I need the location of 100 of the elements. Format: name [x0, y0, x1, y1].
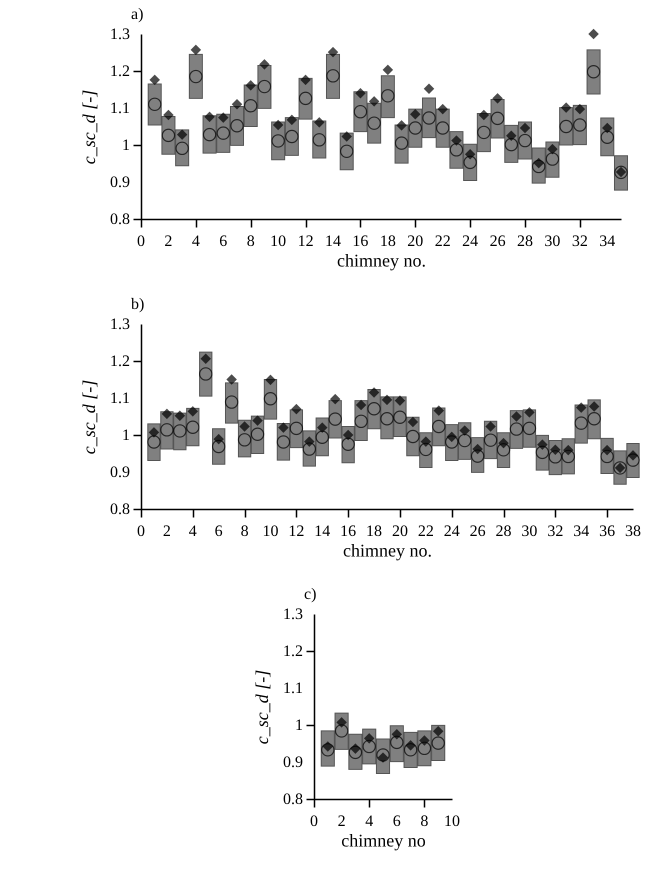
y-tick-label: 0.9 — [283, 754, 303, 771]
point — [149, 74, 160, 86]
y-tick-label: 0.8 — [110, 501, 130, 518]
point — [355, 88, 366, 98]
point — [464, 149, 476, 160]
point — [224, 395, 238, 409]
x-tick-label: 0 — [137, 233, 145, 250]
point — [434, 405, 444, 416]
point — [445, 435, 458, 449]
point — [328, 412, 342, 426]
point — [600, 450, 614, 464]
x-tick-label: 0 — [310, 813, 318, 830]
point — [278, 422, 289, 433]
point — [213, 434, 224, 444]
x-tick-label: 28 — [496, 523, 512, 540]
x-tick-label: 30 — [521, 523, 538, 540]
x-tick-label: 12 — [288, 523, 304, 540]
point — [392, 729, 402, 740]
point — [252, 415, 263, 426]
y-axis-title: c_sc_d [-] — [252, 670, 272, 744]
x-axis-title: chimney no. — [343, 540, 432, 560]
point — [330, 394, 340, 404]
point — [587, 412, 601, 426]
bar — [586, 49, 601, 94]
x-tick-label: 10 — [270, 233, 286, 250]
x-tick-label: 16 — [340, 523, 356, 540]
x-tick-label: 6 — [392, 813, 401, 830]
y-tick-label: 1.2 — [283, 643, 303, 660]
x-tick-label: 0 — [137, 523, 145, 540]
x-tick-label: 2 — [338, 813, 346, 830]
point — [232, 99, 242, 110]
point — [218, 112, 229, 123]
point — [410, 109, 421, 120]
point — [574, 416, 588, 430]
point — [511, 411, 522, 422]
x-tick-label: 24 — [462, 233, 478, 250]
point — [548, 450, 562, 464]
point — [160, 423, 174, 437]
point — [520, 122, 530, 134]
x-tick-label: 4 — [192, 233, 200, 250]
point — [382, 64, 394, 76]
point — [563, 444, 574, 456]
point — [148, 427, 160, 438]
point — [291, 404, 302, 414]
point — [562, 450, 575, 464]
x-tick-label: 14 — [314, 523, 330, 540]
point — [485, 421, 496, 432]
point — [626, 453, 640, 467]
y-tick-label: 1.3 — [110, 26, 130, 43]
x-tick-label: 8 — [246, 233, 255, 250]
point — [176, 129, 188, 140]
point — [368, 387, 380, 398]
point — [200, 354, 211, 364]
y-tick-label: 1.2 — [110, 63, 130, 80]
point — [432, 726, 444, 737]
y-axis-title: c_sc_d [-] — [78, 90, 99, 164]
point — [506, 130, 517, 141]
chart-title: c) — [304, 586, 316, 603]
point — [550, 444, 561, 456]
point — [432, 420, 446, 434]
point — [406, 430, 420, 444]
point — [302, 442, 316, 456]
x-tick-label: 28 — [517, 233, 533, 250]
x-tick-label: 30 — [544, 233, 560, 250]
point — [458, 434, 472, 448]
bar — [188, 54, 203, 99]
point — [199, 367, 212, 381]
point — [424, 84, 434, 94]
x-tick-label: 18 — [380, 233, 396, 250]
point — [342, 430, 354, 440]
point — [498, 438, 509, 448]
point — [212, 440, 226, 454]
x-tick-label: 12 — [298, 233, 314, 250]
x-tick-label: 34 — [599, 233, 616, 250]
point — [173, 424, 187, 438]
point — [547, 144, 558, 154]
y-tick-label: 1 — [295, 717, 303, 734]
point — [341, 131, 352, 142]
y-tick-label: 0.8 — [110, 211, 130, 228]
y-tick-label: 1.1 — [283, 680, 303, 697]
point — [420, 436, 432, 447]
point — [478, 110, 490, 120]
chart-title: a) — [131, 6, 144, 23]
y-tick-label: 0.8 — [283, 791, 303, 808]
point — [419, 735, 430, 746]
point — [174, 410, 186, 422]
x-tick-label: 20 — [392, 523, 408, 540]
point — [162, 408, 172, 420]
point — [472, 444, 483, 454]
point — [272, 120, 284, 130]
x-tick-label: 4 — [365, 813, 374, 830]
y-tick-label: 1.3 — [110, 316, 130, 333]
point — [328, 46, 338, 58]
y-tick-label: 1 — [122, 427, 130, 444]
point — [536, 446, 550, 460]
point — [317, 422, 328, 433]
point — [314, 117, 325, 128]
x-tick-label: 18 — [366, 523, 382, 540]
point — [304, 436, 315, 447]
point — [188, 406, 198, 417]
